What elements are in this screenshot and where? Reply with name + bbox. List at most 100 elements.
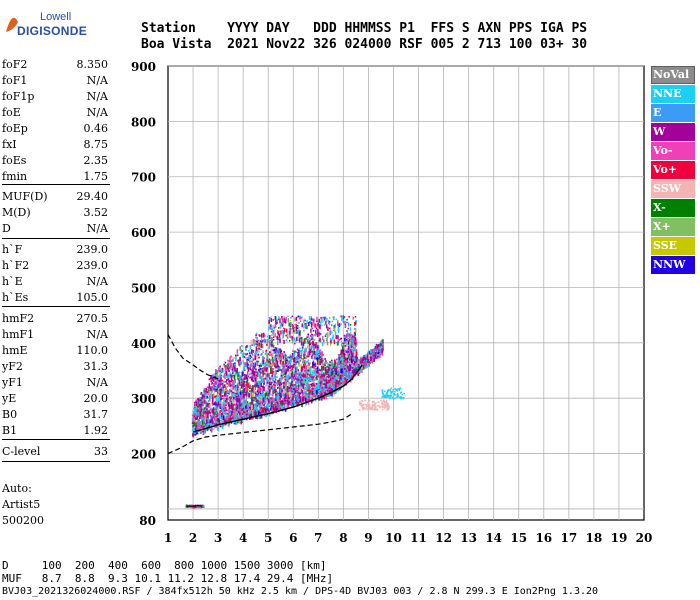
echo-point (245, 386, 248, 391)
echo-point (276, 376, 278, 378)
echo-point (298, 356, 301, 358)
echo-point (244, 393, 246, 396)
echo-point (328, 364, 330, 366)
echo-point (276, 355, 279, 358)
echo-point (300, 369, 303, 375)
echo-point (221, 379, 224, 382)
x-tick-label: 10 (385, 531, 402, 545)
echo-point (269, 399, 272, 404)
echo-point (304, 373, 307, 378)
echo-point (355, 349, 358, 351)
echo-point (235, 372, 237, 375)
echo-point (314, 379, 317, 382)
echo-point (221, 392, 223, 395)
echo-point (255, 343, 258, 345)
echo-point (315, 342, 318, 344)
echo-point (202, 403, 205, 406)
echo-point (288, 381, 291, 384)
echo-point (254, 372, 256, 375)
echo-point (306, 386, 308, 388)
param-label: hmF1 (2, 328, 35, 341)
echo-point (365, 359, 368, 362)
echo-point (229, 388, 231, 394)
echo-point (258, 351, 261, 353)
echo-point (264, 393, 266, 398)
echo-point (210, 380, 212, 383)
echo-point (265, 409, 268, 412)
echo-point (269, 351, 271, 354)
echo-point (295, 385, 297, 390)
echo-point (351, 354, 354, 360)
param-separator (2, 238, 110, 239)
echo-point (246, 403, 249, 408)
echo-point (222, 410, 224, 412)
echo-point (309, 391, 312, 394)
echo-point (312, 362, 314, 367)
echo-point (269, 378, 271, 381)
echo-point (298, 362, 300, 367)
echo-point (253, 341, 256, 347)
echo-point (234, 404, 236, 406)
echo-point (366, 355, 369, 361)
param-value: 20.0 (83, 392, 109, 405)
echo-point (313, 347, 315, 353)
echo-point (263, 339, 265, 342)
echo-point (270, 405, 272, 411)
echo-point (284, 389, 287, 392)
echo-point (315, 352, 318, 357)
echo-point (269, 405, 271, 407)
echo-point (250, 356, 253, 358)
echo-point (201, 401, 204, 404)
param-row: M(D) 3.52 (2, 206, 108, 222)
echo-point (312, 338, 314, 340)
echo-point (223, 363, 225, 366)
echo-point (213, 416, 215, 418)
echo-point (254, 379, 257, 382)
echo-point (274, 384, 276, 387)
echo-point (303, 377, 305, 383)
echo-point (348, 379, 350, 382)
echo-point (359, 356, 362, 359)
echo-point (271, 356, 274, 361)
echo-point (307, 383, 309, 386)
echo-point (300, 372, 302, 377)
echo-point (214, 389, 216, 392)
echo-point (243, 409, 246, 412)
lowell-digisonde-logo: Lowell DIGISONDE (4, 4, 87, 44)
echo-point (301, 397, 304, 402)
echo-point (282, 397, 285, 403)
echo-point (248, 403, 250, 406)
echo-point (264, 340, 266, 343)
echo-point (281, 367, 284, 372)
echo-point (300, 364, 303, 369)
echo-point (351, 371, 354, 374)
echo-point (312, 393, 315, 396)
echo-point (262, 359, 265, 364)
echo-point (293, 363, 296, 366)
echo-point (304, 397, 307, 403)
echo-point (249, 413, 251, 416)
echo-point (350, 358, 353, 363)
echo-point (323, 374, 325, 379)
echo-point (307, 373, 309, 376)
echo-point (312, 335, 314, 338)
echo-point (272, 408, 274, 413)
echo-point (317, 355, 320, 358)
echo-point (353, 349, 356, 352)
echo-point (191, 418, 194, 420)
echo-point (308, 350, 311, 356)
param-value: 239.0 (76, 243, 109, 256)
echo-point (330, 376, 332, 379)
echo-point (301, 346, 304, 351)
echo-point (205, 419, 208, 424)
echo-point (215, 425, 217, 428)
echo-point (307, 400, 310, 405)
echo-point (215, 397, 218, 403)
echo-point (335, 363, 338, 366)
echo-point (327, 373, 330, 375)
echo-point (352, 357, 354, 360)
echo-point (328, 378, 330, 381)
echo-point (230, 355, 232, 358)
echo-point (212, 397, 214, 402)
echo-point (211, 394, 214, 399)
